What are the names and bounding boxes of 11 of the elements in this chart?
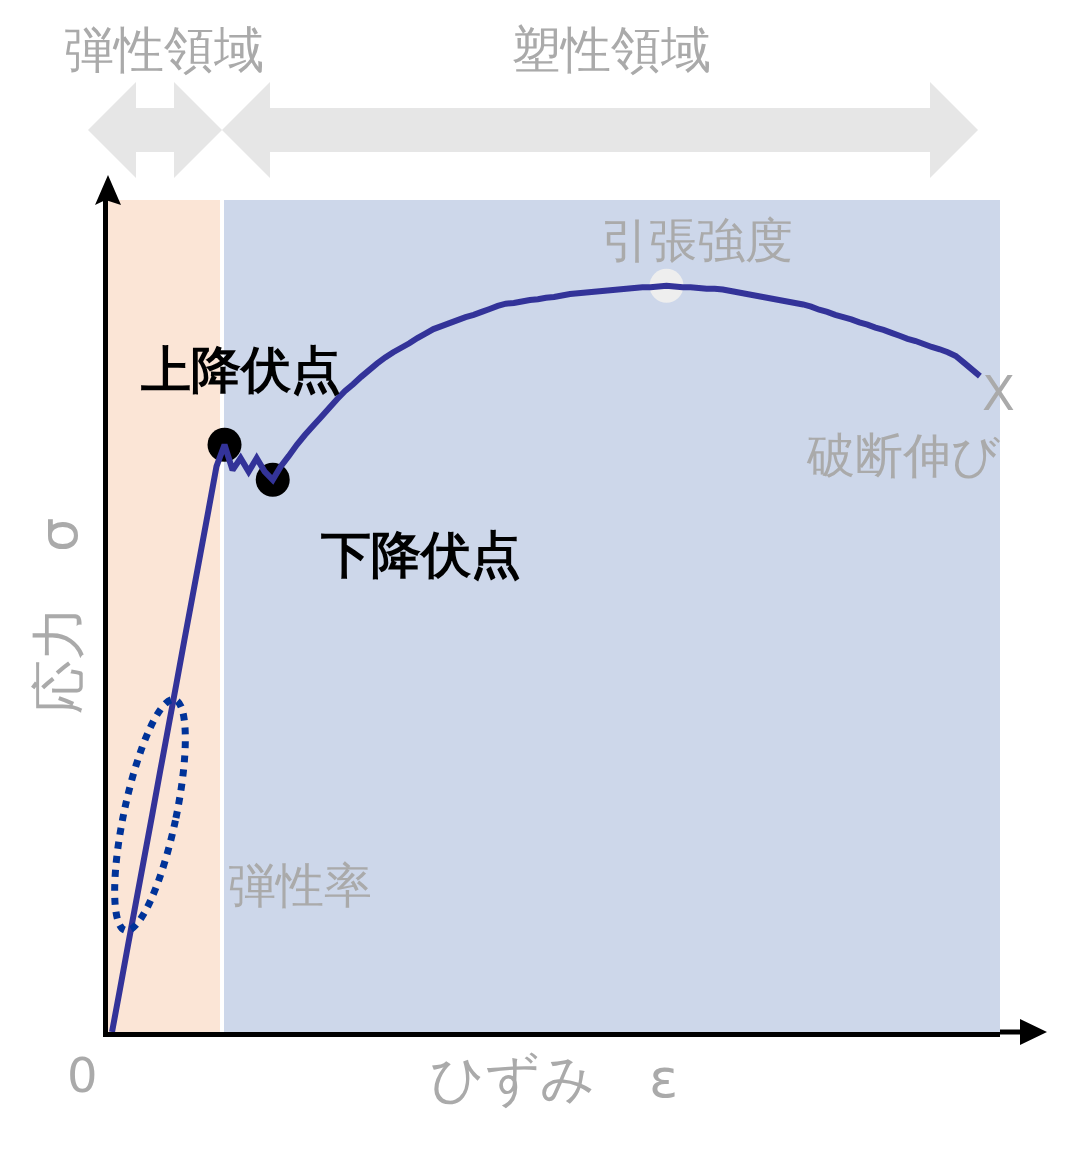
annotation: 上降伏点 [140,341,341,399]
annotation: 引張強度 [601,212,793,268]
text: 弾性領域 [64,21,264,79]
annotation: 下降伏点 [320,526,521,584]
text: 0 [67,1047,98,1103]
annotation: X [982,365,1015,421]
annotation: 弾性率 [228,857,372,913]
y-axis-title: 応力 σ [26,517,90,715]
x-axis-title: ひずみ ε [429,1047,679,1111]
text: 塑性領域 [511,21,711,79]
annotation: 破断伸び [806,427,1000,483]
